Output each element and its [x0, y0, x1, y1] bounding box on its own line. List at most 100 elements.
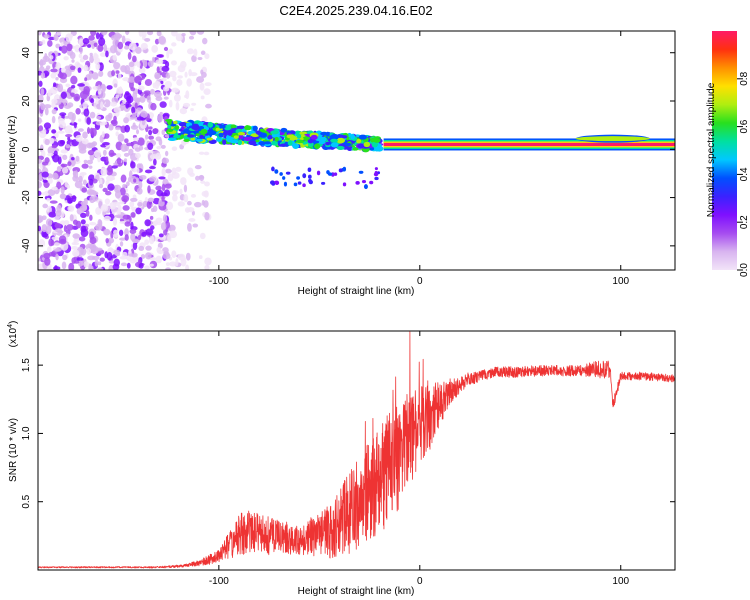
spectrogram-noise-cell — [60, 91, 67, 100]
spectrogram-noise-cell — [144, 219, 151, 227]
spectrogram-noise-cell — [93, 52, 98, 61]
spectrogram-band-cell — [374, 176, 379, 181]
spectrogram-noise-cell — [132, 241, 138, 251]
spectrogram-noise-cell — [72, 175, 79, 182]
spectrogram-noise-cell — [136, 129, 140, 135]
spectrogram-noise-cell — [165, 60, 170, 68]
spectrogram-noise-cell — [130, 124, 139, 130]
spectrogram-x-label: Height of straight line (km) — [298, 286, 415, 297]
snr-y-ticks: 0.5 1.0 1.5 — [21, 358, 675, 509]
spectrogram-noise-cell — [155, 59, 164, 65]
spectrogram-x-ticks: -100 0 100 — [209, 31, 630, 287]
spectrogram-band-cell — [274, 169, 279, 174]
spectrogram-band-cell — [233, 135, 239, 139]
spectrogram-noise-cell — [61, 261, 67, 270]
spectrogram-noise-cell — [98, 183, 104, 189]
spectrogram-noise-cell — [164, 168, 172, 174]
spectrogram-noise-cell — [126, 262, 131, 269]
spectrogram-noise-cell — [89, 111, 96, 119]
spectrogram-band-cell — [371, 141, 378, 148]
spectrogram-noise-cell — [200, 180, 206, 184]
spectrogram-noise-cell — [100, 31, 108, 36]
spectrogram-noise-cell — [122, 183, 127, 189]
spectrogram-noise-cell — [147, 142, 154, 150]
spectrogram-noise-cell — [55, 210, 62, 217]
spectrogram-noise-cell — [136, 61, 141, 68]
spectrogram-noise-cell — [91, 40, 96, 50]
spectrogram-noise-cell — [55, 43, 61, 49]
spectrogram-noise-cell — [65, 33, 73, 42]
spectrogram-noise-cell — [88, 165, 93, 169]
spectrogram-noise-cell — [156, 54, 164, 58]
spectrogram-noise-cell — [67, 161, 72, 167]
spectrogram-noise-cell — [135, 152, 141, 159]
snr-y-tick-label: 0.5 — [21, 494, 32, 508]
spectrogram-noise-cell — [112, 217, 118, 226]
spectrogram-noise-cell — [67, 102, 74, 108]
spectrogram-noise-cell — [149, 263, 154, 267]
spectrogram-noise-cell — [103, 133, 110, 139]
spectrogram-y-tick-label: -20 — [21, 190, 32, 205]
spectrogram-band-cell — [313, 143, 321, 150]
spectrogram-noise-cell — [117, 41, 124, 50]
spectrogram-band-cell — [346, 145, 353, 152]
spectrogram-noise-cell — [95, 32, 100, 40]
spectrogram-noise-cell — [129, 116, 138, 120]
spectrogram-noise-cell — [38, 31, 42, 36]
spectrogram-noise-cell — [153, 158, 157, 166]
spectrogram-noise-cell — [49, 55, 54, 60]
spectrogram-noise-cell — [201, 190, 209, 197]
spectrogram-noise-cell — [188, 35, 195, 40]
spectrogram-band-cell — [219, 125, 226, 129]
spectrogram-noise-cell — [77, 128, 84, 132]
spectrogram-band-cell — [336, 137, 346, 144]
spectrogram-noise-cell — [97, 44, 104, 52]
spectrogram-noise-cell — [65, 144, 71, 149]
spectrogram-band-cell — [174, 125, 180, 130]
spectrogram-band-cell — [330, 142, 339, 148]
spectrogram-noise-cell — [156, 189, 164, 197]
spectrogram-noise-cell — [93, 42, 98, 47]
spectrogram-noise-cell — [92, 195, 99, 202]
spectrogram-noise-cell — [190, 107, 194, 112]
spectrogram-band-cell — [173, 134, 181, 139]
snr-series-line — [38, 331, 675, 569]
spectrogram-band-cell — [186, 134, 195, 138]
spectrogram-noise-cell — [106, 85, 113, 90]
spectrogram-noise-cell — [69, 65, 76, 71]
spectrogram-noise-cell — [105, 238, 109, 244]
spectrogram-noise-cell — [124, 45, 130, 50]
spectrogram-noise-cell — [52, 148, 60, 152]
spectrogram-noise-cell — [171, 60, 177, 66]
snr-x-ticks: -100 0 100 — [209, 331, 630, 587]
spectrogram-noise-cell — [113, 229, 118, 236]
snr-multiplier-label: (x104) — [7, 321, 19, 348]
spectrogram-noise-cell — [96, 267, 104, 270]
spectrogram-noise-cell — [196, 76, 205, 83]
spectrogram-band-cell — [207, 121, 214, 128]
spectrogram-noise-cell — [141, 59, 145, 63]
spectrogram-noise-cell — [160, 222, 167, 231]
spectrogram-noise-cell — [86, 142, 94, 149]
spectrogram-noise-cell — [139, 95, 146, 103]
spectrogram-band-cell — [279, 172, 283, 176]
spectrogram-noise-cell — [60, 67, 66, 73]
spectrogram-noise-cell — [198, 174, 205, 181]
spectrogram-noise-cell — [50, 239, 55, 246]
spectrogram-band-cell — [282, 176, 286, 180]
spectrogram-band-cell — [270, 130, 279, 135]
spectrogram-noise-cell — [144, 239, 150, 245]
spectrogram-noise-cell — [124, 221, 131, 227]
spectrogram-noise-cell — [60, 45, 68, 54]
spectrogram-noise-cell — [136, 168, 140, 174]
spectrogram-noise-cell — [146, 95, 152, 103]
spectrogram-noise-cell — [177, 253, 186, 261]
spectrogram-noise-cell — [142, 35, 146, 41]
spectrogram-band-cell — [206, 137, 214, 141]
spectrogram-noise-cell — [148, 126, 153, 130]
spectrogram-noise-cell — [64, 65, 71, 70]
spectrogram-band-cell — [325, 141, 331, 146]
spectrogram-noise-cell — [171, 87, 180, 93]
spectrogram-y-ticks: -40 -20 0 20 40 — [21, 47, 675, 253]
